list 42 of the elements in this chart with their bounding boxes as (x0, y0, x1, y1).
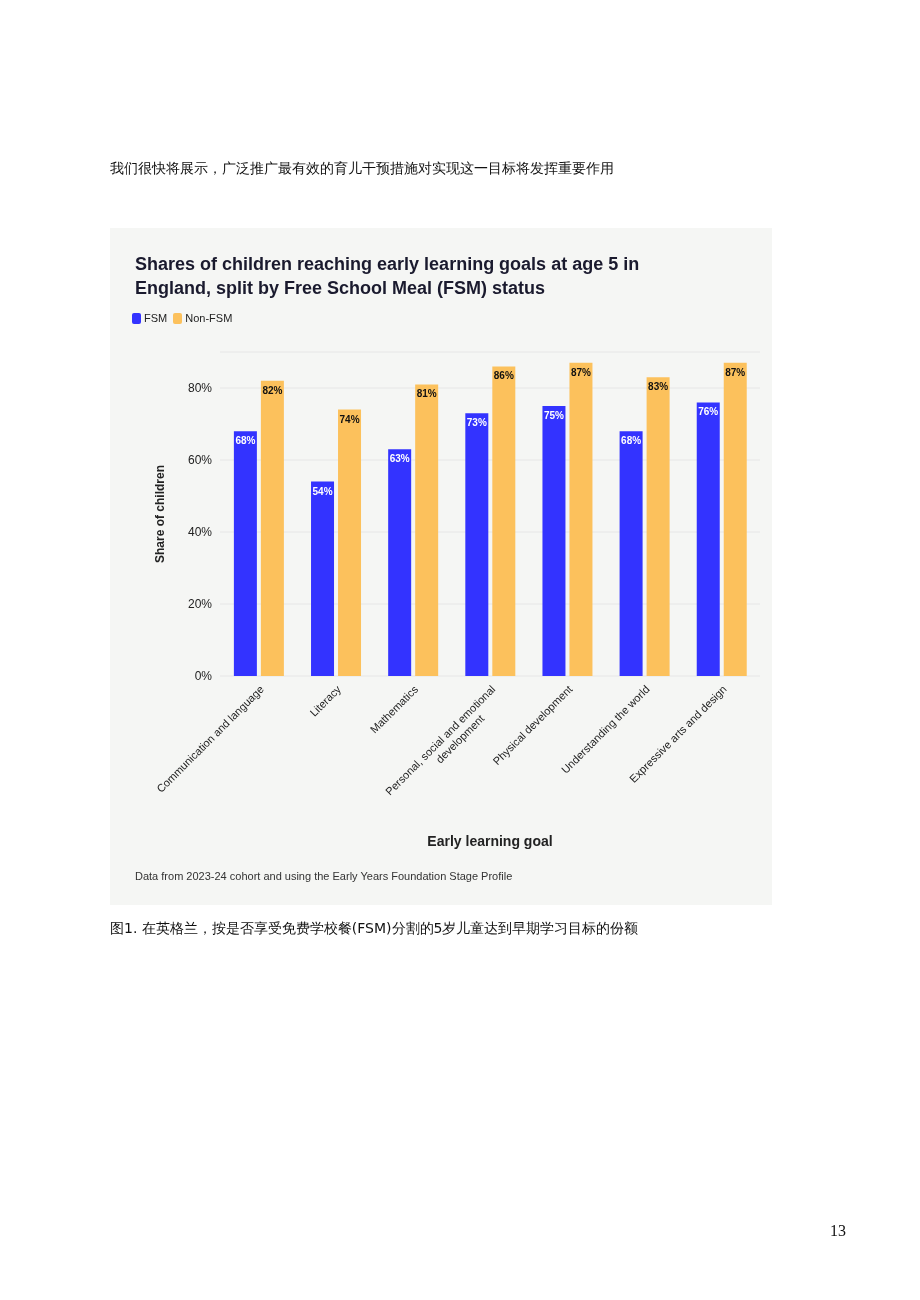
y-tick-label: 60% (187, 453, 213, 468)
bar (415, 384, 439, 676)
caption: 图1. 在英格兰，按是否享受免费学校餐(FSM)分割的5岁儿童达到早期学习目标的份额 (110, 920, 639, 938)
bar (696, 402, 720, 676)
y-axis-title: Share of children (153, 464, 168, 564)
y-tick-label: 40% (187, 525, 213, 540)
bar (569, 362, 593, 676)
data-label: 54% (312, 485, 333, 497)
text: Data from 2023-24 cohort and using the Early Years Foundation Stage Profile (135, 870, 513, 882)
y-tick-label: 20% (187, 597, 213, 612)
data-label: 75% (543, 410, 565, 421)
bar (492, 366, 516, 676)
text: 13 (830, 1222, 846, 1240)
bar (542, 406, 566, 676)
bar (338, 409, 362, 676)
data-label: 68% (621, 435, 642, 447)
bar (311, 481, 335, 676)
data-label: 81% (416, 388, 437, 400)
bar (465, 413, 489, 676)
bar (233, 431, 257, 676)
y-tick-label: 0% (194, 669, 213, 684)
text: 我们很快将展示，广泛推广最有效的育儿干预措施对实现这一目标将发挥重要作用 (110, 160, 614, 178)
data-label: 87% (725, 366, 746, 378)
bar (646, 377, 670, 676)
legend-label: FSM (143, 312, 168, 324)
bar (619, 431, 643, 676)
data-label: 87% (570, 366, 592, 378)
y-tick-label: 80% (187, 381, 213, 396)
chart-title: Shares of children reaching early learning goals at age 5 in England, split by Free School Meal (FSM) status (135, 253, 641, 300)
data-label: 73% (466, 417, 487, 429)
bar (723, 362, 747, 676)
legend-label: Non-FSM (184, 312, 233, 324)
data-label: 86% (493, 370, 514, 382)
data-label: 68% (235, 435, 256, 447)
bar (388, 449, 412, 676)
x-axis-title: Early learning goal (427, 833, 553, 849)
data-label: 82% (262, 384, 283, 396)
data-label: 76% (698, 406, 719, 418)
bar (260, 380, 284, 676)
data-label: 63% (389, 453, 410, 465)
data-label: 83% (648, 381, 669, 393)
data-label: 74% (339, 413, 360, 425)
